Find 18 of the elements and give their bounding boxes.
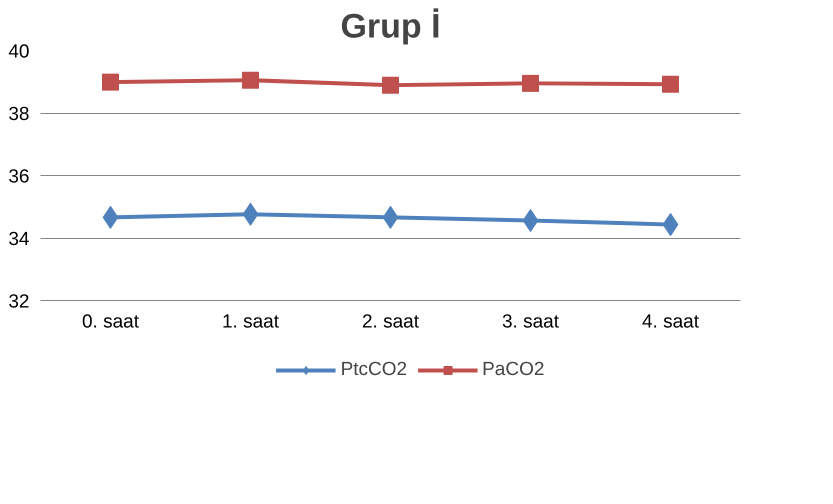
y-tick-label: 36 (8, 166, 30, 188)
x-tick-label: 4. saat (642, 312, 700, 332)
x-tick-label: 0. saat (82, 312, 140, 332)
legend-label: PaCO2 (482, 359, 544, 381)
x-tick-label: 3. saat (502, 312, 560, 332)
chart-title: Grup İ (340, 8, 441, 46)
y-tick-label: 38 (8, 104, 30, 125)
legend-label: PtcCO2 (340, 359, 408, 381)
x-tick-label: 1. saat (222, 312, 280, 332)
point (662, 76, 679, 93)
x-tick-label: 2. saat (362, 312, 420, 332)
point (382, 76, 399, 94)
y-tick-label: 32 (8, 292, 30, 312)
y-tick-label: 34 (8, 229, 30, 250)
point (102, 74, 119, 91)
y-tick-label: 40 (8, 42, 30, 62)
point (522, 74, 539, 92)
point (242, 72, 259, 89)
